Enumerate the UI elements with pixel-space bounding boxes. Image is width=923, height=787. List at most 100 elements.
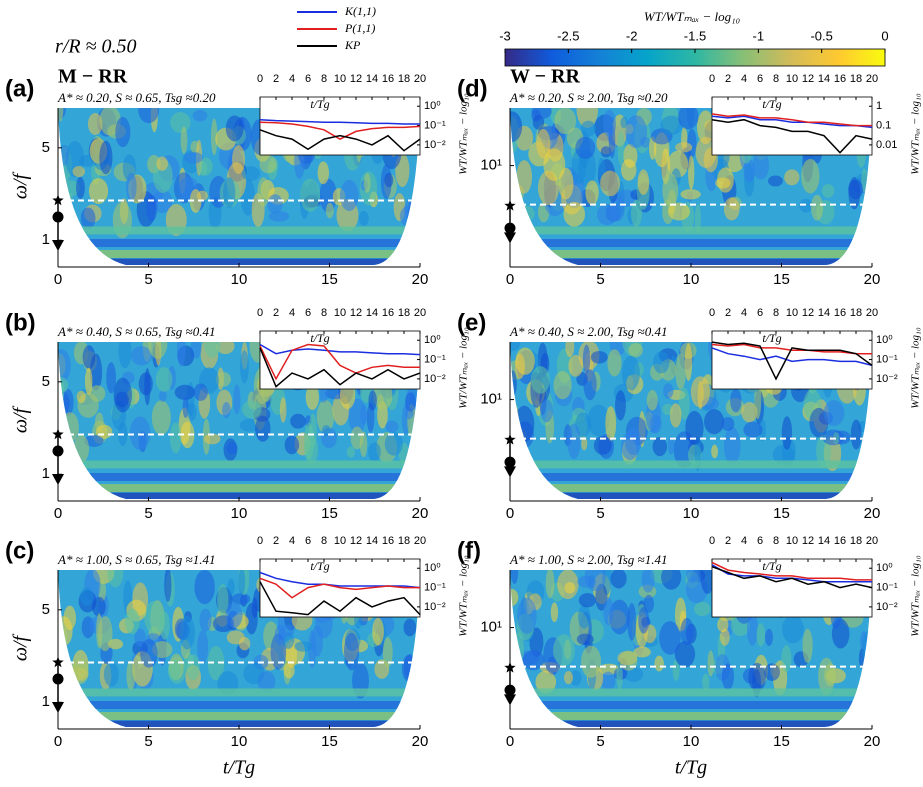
texture: [663, 383, 674, 399]
inset-y-tick-label: 10⁰: [424, 100, 441, 112]
inset-x-label: t/Tg: [310, 97, 329, 111]
inset-y-tick-label: 1: [876, 100, 882, 112]
texture: [368, 390, 377, 411]
texture: [610, 570, 627, 589]
texture: [582, 344, 591, 374]
texture: [810, 194, 824, 221]
texture: [174, 384, 196, 400]
texture: [257, 177, 270, 207]
inset-x-tick-label: 10: [786, 307, 798, 319]
inset-x-tick-label: 4: [289, 535, 295, 547]
texture: [344, 632, 360, 671]
texture: [578, 604, 591, 629]
texture: [304, 422, 315, 460]
texture: [765, 628, 773, 646]
texture: [667, 150, 689, 178]
texture-band: [510, 720, 872, 727]
texture: [279, 397, 287, 423]
inset-x-tick-label: 16: [382, 535, 394, 547]
texture: [130, 346, 153, 366]
texture-band: [58, 250, 420, 259]
texture: [607, 349, 622, 377]
texture: [678, 108, 699, 130]
texture: [721, 663, 734, 690]
inset-y-tick-label: 10⁻¹: [424, 353, 446, 365]
panel-header: W − RR: [510, 66, 580, 88]
texture: [97, 616, 113, 652]
colorbar-tick-label: -1.5: [684, 28, 706, 43]
texture: [700, 570, 715, 595]
panel-params: A* ≈ 0.20, S ≈ 2.00, Tsg ≈0.20: [509, 90, 668, 105]
circle-marker: [52, 211, 64, 223]
inset-y-tick-label: 10⁰: [424, 334, 441, 346]
texture: [659, 621, 681, 655]
texture: [401, 654, 416, 682]
inset-x-tick-label: 0: [257, 535, 263, 547]
texture: [222, 402, 231, 419]
texture: [746, 611, 758, 646]
texture: [850, 419, 862, 450]
inset-y-label: WT/WTₘₐₓ − log₁₀: [458, 555, 470, 637]
texture: [823, 400, 845, 427]
x-tick-label: 20: [412, 505, 429, 522]
y-tick-label: 10¹: [480, 619, 502, 636]
texture: [581, 436, 588, 451]
inset-x-tick-label: 0: [709, 535, 715, 547]
texture: [316, 399, 335, 434]
texture: [84, 435, 104, 447]
texture: [89, 353, 103, 391]
inset-frame: [711, 330, 873, 390]
panel-header: M − RR: [58, 66, 128, 88]
figure-title: r/R ≈ 0.50: [55, 36, 137, 58]
texture: [358, 210, 369, 226]
x-tick-label: 0: [506, 505, 514, 522]
y-tick-label: 10¹: [480, 391, 502, 408]
texture: [225, 602, 243, 629]
texture: [802, 628, 813, 664]
texture: [616, 663, 623, 690]
texture: [305, 384, 319, 411]
triangle-marker: [52, 240, 64, 252]
texture: [625, 115, 648, 149]
texture: [240, 350, 249, 384]
texture: [99, 108, 121, 136]
texture: [115, 391, 129, 408]
texture: [758, 419, 766, 442]
texture: [300, 178, 321, 212]
inset-y-tick-label: 10⁻²: [876, 601, 898, 613]
texture: [192, 109, 208, 122]
texture: [719, 628, 730, 646]
legend-label: KP: [344, 38, 361, 52]
texture: [58, 390, 70, 417]
texture: [124, 608, 140, 635]
texture: [545, 570, 555, 599]
texture: [319, 178, 337, 213]
texture: [553, 371, 572, 400]
texture: [578, 593, 597, 608]
texture: [238, 636, 251, 651]
texture: [609, 599, 630, 635]
texture: [510, 383, 515, 410]
texture: [204, 433, 221, 445]
texture: [630, 199, 642, 227]
texture: [756, 623, 766, 647]
texture: [583, 369, 597, 401]
x-tick-label: 0: [54, 505, 62, 522]
x-tick-label: 15: [773, 271, 790, 288]
texture: [510, 588, 519, 606]
texture: [176, 342, 186, 367]
texture: [684, 343, 693, 382]
texture: [144, 600, 165, 634]
texture: [717, 617, 729, 633]
texture: [531, 108, 552, 119]
inset-x-tick-label: 18: [398, 73, 410, 85]
texture: [615, 390, 626, 421]
colorbar-label: WT/WTₘₐₓ − log₁₀: [644, 9, 740, 24]
inset-x-tick-label: 16: [834, 307, 846, 319]
texture: [259, 155, 277, 174]
texture: [204, 342, 221, 358]
texture: [617, 130, 625, 166]
texture: [581, 645, 602, 678]
inset-line: [259, 343, 421, 356]
inset-line: [259, 129, 421, 152]
